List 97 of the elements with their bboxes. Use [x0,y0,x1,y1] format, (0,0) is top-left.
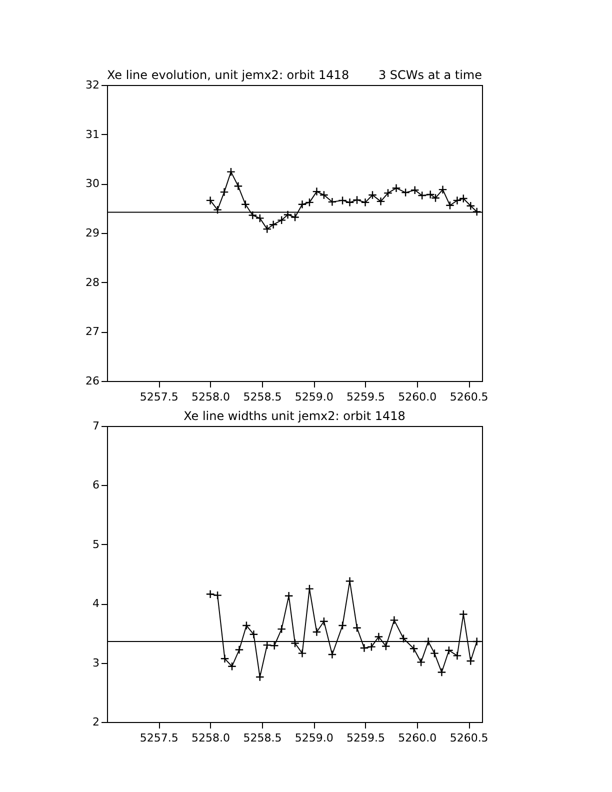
x-tick-label: 5257.5 [140,732,178,744]
y-tick-label: 3 [92,656,100,670]
point [328,650,337,659]
point [368,190,377,200]
x-tick-label: 5260.0 [398,732,437,744]
point [416,658,426,667]
point [283,210,292,220]
point [390,616,399,625]
point [262,224,272,234]
point [328,197,337,206]
point [444,646,454,655]
y-tick-label: 2 [92,716,100,728]
y-tick-label: 31 [86,128,100,141]
point [338,196,348,205]
point [319,190,328,200]
point [255,672,264,682]
y-tick-label: 5 [92,538,100,551]
point [226,167,236,176]
y-tick-label: 29 [86,226,100,240]
x-tick-label: 5260.0 [398,390,437,404]
x-tick-label: 5257.5 [140,390,178,404]
point [249,630,258,639]
x-tick-label: 5258.5 [243,732,282,744]
point [345,576,354,586]
y-tick-label: 27 [86,325,100,338]
point [452,651,462,660]
point [360,644,369,652]
point [234,182,243,191]
point [352,623,362,632]
x-tick-label: 5259.5 [346,732,386,744]
point [312,187,322,196]
x-tick-label: 5258.0 [192,732,230,744]
chart-title: Xe line evolution, unit jemx2: orbit 1418 [107,68,350,82]
y-tick-label: 30 [86,177,100,190]
point [345,198,354,207]
point [270,641,279,650]
point [458,610,468,619]
y-tick-label: 4 [92,597,100,610]
y-tick-label: 28 [86,276,100,289]
point [242,621,251,630]
point [319,616,328,626]
point [213,590,222,600]
point [290,212,300,222]
point [418,191,427,200]
point [338,621,348,630]
point [410,186,420,195]
point [220,654,230,664]
point [458,194,468,203]
point [401,188,410,198]
point [452,196,462,205]
point [305,584,314,594]
point [360,198,370,207]
point [409,644,418,654]
point [399,634,408,643]
point [430,648,439,658]
point [466,656,476,666]
y-tick-label: 7 [92,420,100,432]
point [240,200,250,209]
point [438,185,448,194]
point [381,642,390,651]
point [312,628,322,636]
point [248,210,258,220]
y-tick-label: 26 [86,374,100,388]
point [268,220,278,230]
point [277,216,286,225]
point [220,188,229,197]
chart-title: Xe line widths unit jemx2: orbit 1418 [184,409,406,423]
point [305,198,314,207]
point [376,196,386,206]
x-tick-label: 5259.0 [294,390,334,404]
point [206,196,215,205]
x-tick-label: 5260.5 [450,390,488,404]
y-tick-label: 32 [86,78,100,92]
point [284,591,294,600]
point [446,200,454,210]
point [213,205,222,214]
x-tick-label: 5259.0 [294,732,334,744]
point [437,668,446,677]
point [374,632,384,642]
point [277,624,286,634]
y-tick-label: 6 [92,478,100,492]
x-tick-label: 5258.5 [243,390,282,404]
point [206,590,215,599]
x-tick-label: 5259.5 [346,390,386,404]
point [384,188,392,198]
point [366,642,376,652]
point [234,645,244,654]
point [228,662,236,671]
point [255,214,264,223]
point [392,184,401,193]
point [290,638,300,648]
point [352,195,362,204]
text: 3 SCWs at a time [378,68,482,82]
x-tick-label: 5258.0 [192,390,230,404]
point [298,648,307,658]
x-tick-label: 5260.5 [450,732,488,744]
point [298,200,307,209]
